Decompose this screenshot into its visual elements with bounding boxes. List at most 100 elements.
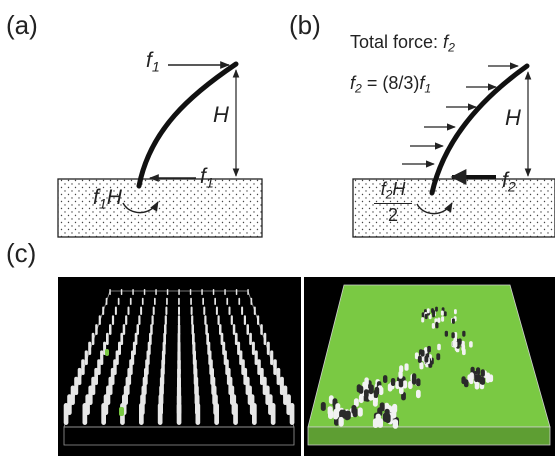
- pillar: [88, 341, 92, 355]
- pillar: [241, 306, 244, 315]
- pillar: [195, 403, 201, 425]
- pillar: [101, 403, 106, 425]
- exposed-pillar: [435, 322, 439, 329]
- exposed-pillar: [424, 313, 428, 320]
- pillar: [257, 359, 261, 375]
- pillar-b: [429, 63, 530, 196]
- pillar: [129, 297, 132, 305]
- pillar: [224, 289, 226, 295]
- pillar: [164, 315, 167, 325]
- pillar: [134, 332, 138, 345]
- exposed-pillar: [480, 369, 485, 377]
- pillar: [165, 306, 168, 315]
- force-equation: f2 = (8/3)f1: [350, 73, 432, 96]
- exposed-pillar: [421, 317, 425, 323]
- pillar: [214, 403, 219, 425]
- pillar: [235, 289, 238, 295]
- exposed-pillar: [328, 409, 334, 419]
- bacteria-cluster: [105, 349, 109, 356]
- pillar-a: [136, 61, 239, 189]
- pillar: [139, 403, 144, 425]
- exposed-pillar: [414, 352, 419, 360]
- pillar: [260, 324, 263, 335]
- pillar: [177, 324, 181, 335]
- pillar: [70, 385, 75, 405]
- pillar: [220, 332, 224, 345]
- pillar: [166, 289, 169, 295]
- pillar: [164, 324, 167, 335]
- pillar: [166, 297, 168, 305]
- exposed-pillar: [372, 397, 378, 407]
- pillar: [190, 297, 192, 305]
- exposed-pillar: [390, 378, 396, 386]
- pillar: [230, 315, 233, 325]
- pillar: [251, 341, 255, 355]
- panel-label-a: (a): [6, 10, 38, 40]
- exposed-pillar: [451, 318, 455, 324]
- exposed-pillar: [436, 353, 441, 361]
- exposed-pillar: [368, 392, 374, 401]
- pillar: [279, 376, 284, 395]
- exposed-pillar: [375, 413, 381, 424]
- biofilm-drawing: [307, 284, 551, 446]
- exposed-pillar: [338, 416, 344, 427]
- exposed-pillar: [480, 377, 485, 385]
- pillar: [205, 324, 208, 335]
- bacteria-cluster: [119, 407, 124, 416]
- exposed-pillar: [408, 381, 413, 390]
- pillar: [136, 324, 139, 335]
- pillar: [74, 376, 79, 395]
- pillar: [84, 350, 88, 365]
- moment-fraction-b: f2H 2: [374, 180, 412, 224]
- moment-denominator: 2: [387, 204, 398, 225]
- exposed-pillar: [395, 381, 400, 390]
- pillar: [214, 297, 216, 305]
- pillar: [212, 289, 215, 295]
- exposed-pillar: [383, 375, 388, 383]
- pillar: [191, 324, 194, 335]
- exposed-pillar: [454, 309, 457, 315]
- exposed-pillar: [364, 389, 369, 398]
- pillar: [141, 297, 144, 305]
- exposed-pillar: [428, 314, 432, 320]
- pillar: [289, 403, 295, 425]
- pillar: [120, 332, 124, 345]
- pillar: [152, 306, 155, 315]
- pillar: [95, 324, 98, 335]
- exposed-pillar: [474, 381, 480, 390]
- pillar: [155, 289, 157, 295]
- pillar: [270, 403, 276, 425]
- pillar: [63, 403, 69, 425]
- panel-b-diagram: [352, 62, 555, 238]
- pillar: [106, 332, 109, 345]
- exposed-pillar: [444, 330, 448, 337]
- label-height-b: H: [505, 105, 521, 130]
- label-moment-a: f1H: [93, 186, 122, 213]
- pillar: [283, 385, 288, 405]
- pillar: [273, 359, 277, 375]
- exposed-pillar: [353, 398, 359, 408]
- exposed-pillar: [374, 386, 380, 396]
- pillar: [150, 324, 153, 335]
- pillar: [246, 324, 249, 335]
- exposed-pillar: [440, 310, 444, 316]
- pillar: [100, 350, 104, 365]
- pillar: [77, 367, 82, 385]
- pillar: [120, 289, 123, 295]
- exposed-pillar: [404, 363, 409, 371]
- pillar: [243, 315, 246, 325]
- panel-a-diagram: [57, 61, 263, 238]
- pillar: [102, 306, 105, 315]
- exposed-pillar: [437, 343, 441, 351]
- pillar: [204, 315, 207, 325]
- exposed-pillar: [426, 308, 430, 314]
- exposed-pillar: [398, 379, 404, 388]
- pillar-array-drawing: [63, 289, 295, 446]
- pillar: [178, 306, 180, 315]
- exposed-pillar: [333, 408, 339, 418]
- pillar: [109, 324, 112, 335]
- label-f1-top: f1: [146, 49, 160, 76]
- pillar: [125, 315, 128, 325]
- exposed-pillar: [379, 402, 385, 412]
